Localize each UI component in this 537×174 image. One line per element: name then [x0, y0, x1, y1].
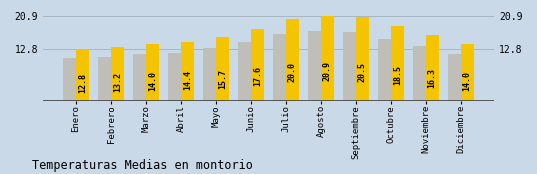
- Text: 12.8: 12.8: [78, 73, 87, 93]
- Text: 14.4: 14.4: [183, 70, 192, 90]
- Text: 14.0: 14.0: [463, 71, 471, 91]
- Bar: [413, 46, 426, 101]
- Bar: [448, 54, 461, 101]
- Text: 14.0: 14.0: [148, 71, 157, 91]
- Bar: [343, 33, 356, 101]
- Bar: [216, 37, 229, 101]
- Bar: [169, 53, 181, 101]
- Bar: [273, 34, 286, 101]
- Text: 15.7: 15.7: [218, 69, 227, 89]
- Bar: [251, 29, 264, 101]
- Bar: [391, 26, 404, 101]
- Bar: [426, 35, 439, 101]
- Bar: [461, 44, 474, 101]
- Bar: [379, 39, 391, 101]
- Text: 16.3: 16.3: [428, 68, 437, 88]
- Text: 20.5: 20.5: [358, 62, 367, 82]
- Bar: [111, 47, 124, 101]
- Bar: [286, 19, 299, 101]
- Text: 20.0: 20.0: [288, 62, 297, 82]
- Bar: [98, 57, 111, 101]
- Bar: [133, 54, 146, 101]
- Bar: [63, 58, 76, 101]
- Bar: [146, 44, 158, 101]
- Bar: [76, 49, 89, 101]
- Bar: [238, 42, 251, 101]
- Text: 13.2: 13.2: [113, 72, 122, 92]
- Text: 20.9: 20.9: [323, 61, 332, 81]
- Bar: [181, 42, 194, 101]
- Bar: [321, 16, 333, 101]
- Bar: [356, 17, 368, 101]
- Text: 18.5: 18.5: [393, 65, 402, 85]
- Text: Temperaturas Medias en montorio: Temperaturas Medias en montorio: [32, 159, 253, 172]
- Bar: [204, 49, 216, 101]
- Text: 17.6: 17.6: [253, 66, 262, 86]
- Bar: [308, 31, 321, 101]
